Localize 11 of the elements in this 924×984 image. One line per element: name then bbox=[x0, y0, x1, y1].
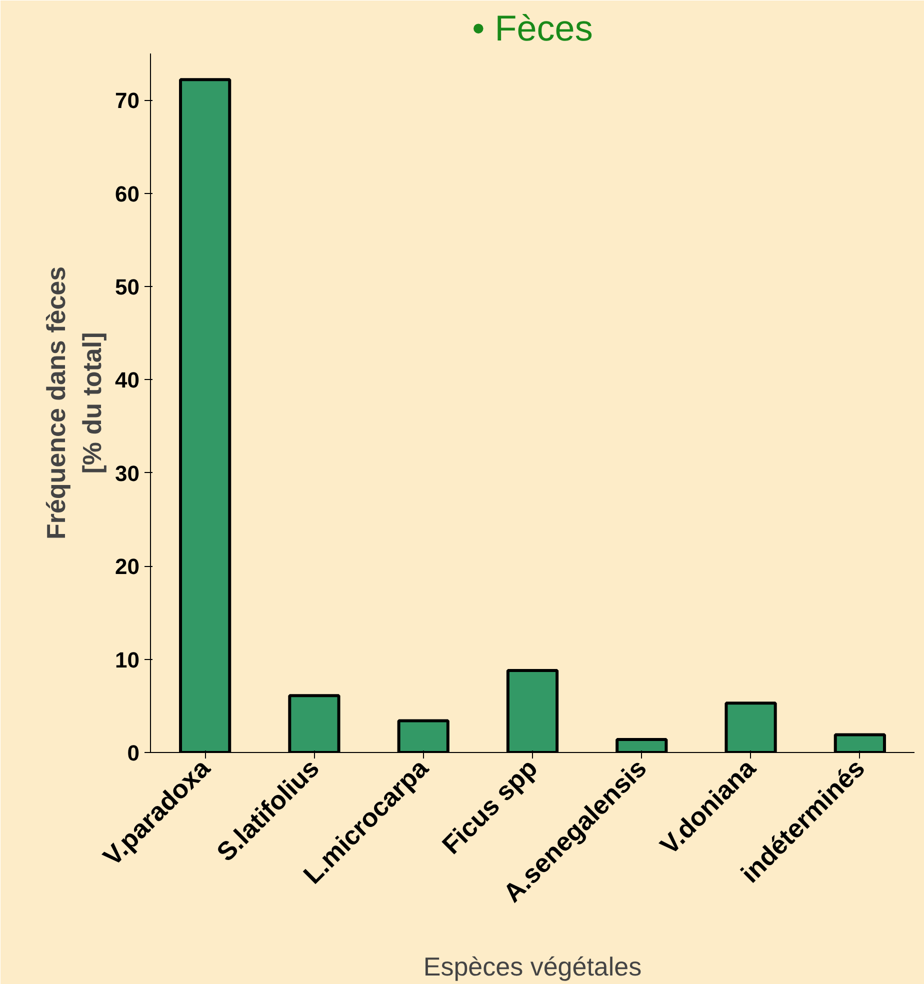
y-axis-title: Fréquence dans fèces [% du total] bbox=[41, 266, 108, 540]
y-tick-label: 60 bbox=[115, 181, 140, 206]
y-tick-label: 50 bbox=[115, 274, 140, 300]
y-tick-label: 40 bbox=[115, 368, 140, 393]
y-tick-label: 0 bbox=[127, 740, 140, 766]
y-tick-label: 10 bbox=[115, 647, 140, 672]
y-tick-label: 20 bbox=[115, 554, 140, 580]
chart-title: • Fèces bbox=[472, 8, 593, 48]
y-tick-label: 30 bbox=[115, 460, 140, 486]
x-axis-title: Espèces végétales bbox=[423, 952, 642, 982]
y-tick-label: 70 bbox=[115, 88, 140, 114]
